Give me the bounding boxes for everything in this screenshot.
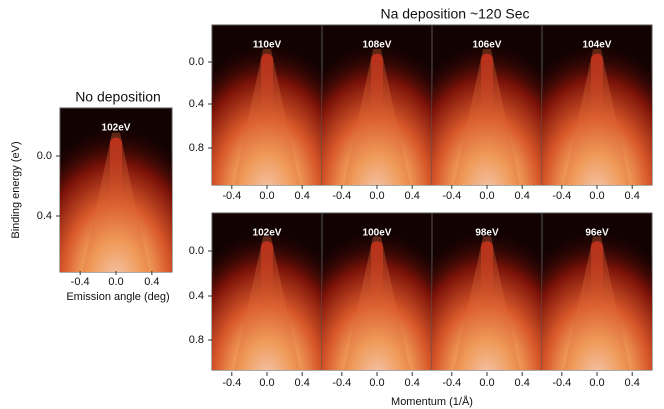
x-tick-label: 0.0 xyxy=(589,377,604,389)
streak xyxy=(110,137,122,212)
streak xyxy=(481,241,493,312)
x-tick-label: 0.0 xyxy=(479,190,494,202)
right-x-label: Momentum (1/Å) xyxy=(391,395,473,408)
left-x-label: Emission angle (deg) xyxy=(66,291,169,303)
x-tick-label: -0.4 xyxy=(71,276,90,288)
y-label: Binding energy (eV) xyxy=(10,141,22,238)
x-tick-label: -0.4 xyxy=(552,377,571,389)
y-tick-label: 0.4 xyxy=(189,290,204,302)
x-tick-label: 0.4 xyxy=(515,377,530,389)
x-tick-label: -0.4 xyxy=(222,377,241,389)
y-tick-label: 0.0 xyxy=(189,245,204,257)
x-tick-label: 0.0 xyxy=(259,377,274,389)
streak xyxy=(591,241,603,312)
x-tick-label: -0.4 xyxy=(222,190,241,202)
x-tick-label: -0.4 xyxy=(552,190,571,202)
x-tick-label: 0.0 xyxy=(259,190,274,202)
x-tick-label: 0.4 xyxy=(405,377,420,389)
y-tick-label: 0.0 xyxy=(189,56,204,68)
x-tick-label: 0.4 xyxy=(625,190,640,202)
panel-label: 102eV xyxy=(253,228,282,239)
streak xyxy=(591,53,603,126)
y-tick-label: 0.8 xyxy=(189,142,204,154)
x-tick-label: -0.4 xyxy=(332,190,351,202)
y-tick-label: 0.8 xyxy=(189,334,204,346)
streak xyxy=(261,53,273,126)
x-tick-label: -0.4 xyxy=(442,377,461,389)
x-tick-label: -0.4 xyxy=(442,190,461,202)
x-tick-label: 0.4 xyxy=(144,276,159,288)
panel-label: 98eV xyxy=(475,228,499,239)
streak xyxy=(261,241,273,312)
panel-label: 106eV xyxy=(473,40,502,51)
x-tick-label: 0.4 xyxy=(405,190,420,202)
panel-label: 110eV xyxy=(253,40,282,51)
panel-label: 104eV xyxy=(583,40,612,51)
x-tick-label: 0.4 xyxy=(515,190,530,202)
x-tick-label: 0.0 xyxy=(589,190,604,202)
y-tick-label: 0.4 xyxy=(37,210,52,222)
panel-label: 108eV xyxy=(363,40,392,51)
panel-label: 102eV xyxy=(102,123,131,134)
x-tick-label: 0.0 xyxy=(108,276,123,288)
left-title: No deposition xyxy=(75,89,161,105)
x-tick-label: 0.4 xyxy=(625,377,640,389)
y-tick-label: 0.0 xyxy=(37,150,52,162)
x-tick-label: -0.4 xyxy=(332,377,351,389)
x-tick-label: 0.4 xyxy=(295,190,310,202)
panel-label: 96eV xyxy=(585,228,609,239)
streak xyxy=(371,241,383,312)
streak xyxy=(371,53,383,126)
x-tick-label: 0.4 xyxy=(295,377,310,389)
streak xyxy=(481,53,493,126)
right-title: Na deposition ~120 Sec xyxy=(380,6,529,22)
x-tick-label: 0.0 xyxy=(369,377,384,389)
x-tick-label: 0.0 xyxy=(369,190,384,202)
panel-label: 100eV xyxy=(363,228,392,239)
y-tick-label: 0.4 xyxy=(189,98,204,110)
x-tick-label: 0.0 xyxy=(479,377,494,389)
